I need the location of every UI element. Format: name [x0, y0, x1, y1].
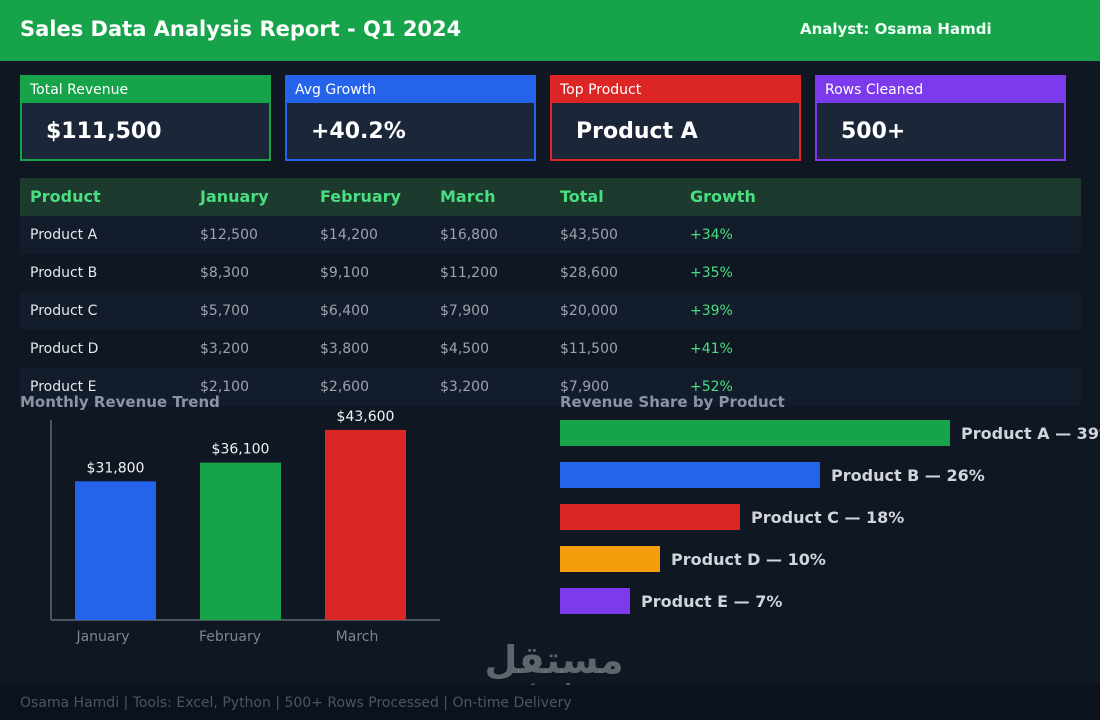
share-chart-title: Revenue Share by Product	[560, 393, 785, 411]
bar-january	[75, 481, 156, 620]
footer-text: Osama Hamdi | Tools: Excel, Python | 500…	[20, 695, 572, 711]
table-row: Product E $2,100 $2,600 $3,200 $7,900 +5…	[20, 368, 1081, 406]
table-cell: $8,300	[200, 265, 249, 281]
table-cell: $2,100	[200, 379, 249, 395]
bar-value-label: $43,600	[337, 409, 395, 425]
table-header-row: Product January February March Total Gro…	[20, 178, 1081, 216]
table-cell: $3,200	[440, 379, 489, 395]
table-cell: +41%	[690, 341, 733, 357]
table-cell: $11,500	[560, 341, 618, 357]
table-cell: $4,500	[440, 341, 489, 357]
trend-chart-title: Monthly Revenue Trend	[20, 393, 220, 411]
table-cell: +39%	[690, 303, 733, 319]
bar-value-label: $36,100	[212, 442, 270, 458]
table-cell: $2,600	[320, 379, 369, 395]
analyst-name: Analyst: Osama Hamdi	[800, 20, 992, 38]
bar-value-label: $31,800	[87, 460, 145, 476]
kpi-label: Avg Growth	[287, 77, 534, 103]
column-header-total: Total	[560, 187, 604, 206]
kpi-label: Rows Cleaned	[817, 77, 1064, 103]
table-cell: $28,600	[560, 265, 618, 281]
kpi-value: Product A	[576, 119, 698, 144]
table-cell: $5,700	[200, 303, 249, 319]
report-title: Sales Data Analysis Report - Q1 2024	[20, 17, 462, 41]
table-cell: $16,800	[440, 227, 498, 243]
share-bar-label: Product C — 18%	[751, 508, 905, 527]
table-cell: Product A	[30, 227, 98, 243]
table-cell: Product C	[30, 303, 98, 319]
share-bar-label: Product B — 26%	[831, 466, 985, 485]
x-tick-label: March	[336, 629, 379, 645]
report-footer: Osama Hamdi | Tools: Excel, Python | 500…	[0, 685, 1100, 720]
table-cell: $3,800	[320, 341, 369, 357]
column-header-february: February	[320, 187, 401, 206]
share-bar-product-a	[560, 420, 950, 446]
x-tick-label: February	[199, 629, 261, 645]
table-cell: $9,100	[320, 265, 369, 281]
kpi-value: $111,500	[46, 119, 162, 144]
column-header-product: Product	[30, 187, 101, 206]
kpi-value: 500+	[841, 119, 906, 144]
bar-february	[200, 462, 281, 620]
report-header: Sales Data Analysis Report - Q1 2024 Ana…	[0, 0, 1100, 61]
share-bar-product-d	[560, 546, 660, 572]
column-header-january: January	[200, 187, 269, 206]
share-bar-product-c	[560, 504, 740, 530]
table-cell: $3,200	[200, 341, 249, 357]
x-tick-label: January	[75, 629, 129, 645]
bar-march	[325, 429, 406, 620]
table-cell: Product D	[30, 341, 99, 357]
table-cell: +52%	[690, 379, 733, 395]
kpi-card-top-product: Top Product Product A	[550, 75, 801, 161]
table-cell: +35%	[690, 265, 733, 281]
table-cell: $7,900	[560, 379, 609, 395]
column-header-growth: Growth	[690, 187, 756, 206]
table-cell: $14,200	[320, 227, 378, 243]
share-bar-label: Product D — 10%	[671, 550, 826, 569]
share-bar-product-e	[560, 588, 630, 614]
share-bar-label: Product E — 7%	[641, 592, 783, 611]
kpi-label: Top Product	[552, 77, 799, 103]
table-cell: +34%	[690, 227, 733, 243]
table-row: Product B $8,300 $9,100 $11,200 $28,600 …	[20, 254, 1081, 292]
table-cell: $43,500	[560, 227, 618, 243]
table-cell: $20,000	[560, 303, 618, 319]
table-cell: $11,200	[440, 265, 498, 281]
column-header-march: March	[440, 187, 496, 206]
table-cell: $7,900	[440, 303, 489, 319]
sales-table: Product January February March Total Gro…	[20, 178, 1081, 406]
table-row: Product D $3,200 $3,800 $4,500 $11,500 +…	[20, 330, 1081, 368]
share-bar-product-b	[560, 462, 820, 488]
kpi-card-avg-growth: Avg Growth +40.2%	[285, 75, 536, 161]
table-cell: $12,500	[200, 227, 258, 243]
table-cell: Product B	[30, 265, 98, 281]
table-row: Product C $5,700 $6,400 $7,900 $20,000 +…	[20, 292, 1081, 330]
table-cell: Product E	[30, 379, 97, 395]
table-cell: $6,400	[320, 303, 369, 319]
kpi-value: +40.2%	[311, 119, 406, 144]
table-row: Product A $12,500 $14,200 $16,800 $43,50…	[20, 216, 1081, 254]
kpi-card-rows-cleaned: Rows Cleaned 500+	[815, 75, 1066, 161]
share-bar-label: Product A — 39%	[961, 424, 1100, 443]
kpi-label: Total Revenue	[22, 77, 269, 103]
watermark-arabic-text: مستقل	[484, 638, 624, 682]
kpi-card-total-revenue: Total Revenue $111,500	[20, 75, 271, 161]
